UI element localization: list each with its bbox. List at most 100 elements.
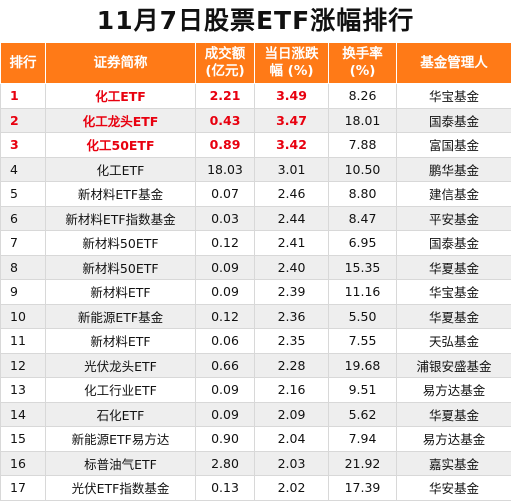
name-cell: 新材料ETF <box>46 329 196 354</box>
rank-cell: 6 <box>1 206 46 231</box>
turnover-rate-cell: 7.94 <box>329 427 397 452</box>
change-cell: 3.01 <box>255 157 329 182</box>
rank-cell: 2 <box>1 108 46 133</box>
name-cell: 新能源ETF基金 <box>46 304 196 329</box>
turnover-rate-cell: 19.68 <box>329 353 397 378</box>
header-turnover-rate: 换手率 (%) <box>329 43 397 84</box>
name-cell: 标普油气ETF <box>46 451 196 476</box>
turnover-rate-cell: 7.55 <box>329 329 397 354</box>
change-cell: 2.04 <box>255 427 329 452</box>
turnover-cell: 2.80 <box>196 451 255 476</box>
manager-cell: 平安基金 <box>397 206 511 231</box>
manager-cell: 华宝基金 <box>397 280 511 305</box>
rank-cell: 1 <box>1 84 46 109</box>
turnover-cell: 0.43 <box>196 108 255 133</box>
turnover-rate-cell: 6.95 <box>329 231 397 256</box>
change-cell: 2.16 <box>255 378 329 403</box>
header-turnover: 成交额 (亿元) <box>196 43 255 84</box>
rank-cell: 7 <box>1 231 46 256</box>
turnover-rate-cell: 5.62 <box>329 402 397 427</box>
turnover-cell: 0.89 <box>196 133 255 158</box>
rank-cell: 16 <box>1 451 46 476</box>
turnover-rate-cell: 15.35 <box>329 255 397 280</box>
change-cell: 2.39 <box>255 280 329 305</box>
manager-cell: 建信基金 <box>397 182 511 207</box>
header-manager: 基金管理人 <box>397 43 511 84</box>
turnover-rate-cell: 7.88 <box>329 133 397 158</box>
change-cell: 2.09 <box>255 402 329 427</box>
turnover-cell: 0.09 <box>196 402 255 427</box>
turnover-cell: 0.13 <box>196 476 255 501</box>
header-change: 当日涨跌 幅 (%) <box>255 43 329 84</box>
turnover-cell: 0.12 <box>196 304 255 329</box>
name-cell: 化工50ETF <box>46 133 196 158</box>
etf-ranking-page: 11月7日股票ETF涨幅排行 排行 证券简称 成交额 (亿元) 当日涨跌 幅 (… <box>0 0 511 484</box>
change-cell: 2.41 <box>255 231 329 256</box>
change-cell: 2.03 <box>255 451 329 476</box>
name-cell: 新材料ETF指数基金 <box>46 206 196 231</box>
turnover-cell: 0.66 <box>196 353 255 378</box>
turnover-rate-cell: 21.92 <box>329 451 397 476</box>
rank-cell: 14 <box>1 402 46 427</box>
name-cell: 新材料50ETF <box>46 255 196 280</box>
manager-cell: 华夏基金 <box>397 304 511 329</box>
change-cell: 2.44 <box>255 206 329 231</box>
turnover-rate-cell: 8.80 <box>329 182 397 207</box>
rank-cell: 15 <box>1 427 46 452</box>
rank-cell: 9 <box>1 280 46 305</box>
turnover-cell: 0.09 <box>196 255 255 280</box>
turnover-cell: 2.21 <box>196 84 255 109</box>
rank-cell: 8 <box>1 255 46 280</box>
page-title: 11月7日股票ETF涨幅排行 <box>0 0 511 42</box>
change-cell: 2.46 <box>255 182 329 207</box>
rank-cell: 3 <box>1 133 46 158</box>
header-change-line2: 幅 (%) <box>255 63 328 80</box>
header-change-line1: 当日涨跌 <box>255 46 328 63</box>
turnover-rate-cell: 18.01 <box>329 108 397 133</box>
turnover-rate-cell: 8.26 <box>329 84 397 109</box>
manager-cell: 鹏华基金 <box>397 157 511 182</box>
change-cell: 2.35 <box>255 329 329 354</box>
manager-cell: 华安基金 <box>397 476 511 501</box>
name-cell: 光伏龙头ETF <box>46 353 196 378</box>
name-cell: 光伏ETF指数基金 <box>46 476 196 501</box>
turnover-cell: 0.03 <box>196 206 255 231</box>
name-cell: 新材料ETF <box>46 280 196 305</box>
turnover-rate-cell: 17.39 <box>329 476 397 501</box>
name-cell: 化工ETF <box>46 84 196 109</box>
header-turnover-line2: (亿元) <box>196 63 254 80</box>
manager-cell: 富国基金 <box>397 133 511 158</box>
manager-cell: 嘉实基金 <box>397 451 511 476</box>
name-cell: 新材料ETF基金 <box>46 182 196 207</box>
turnover-rate-cell: 11.16 <box>329 280 397 305</box>
change-cell: 2.40 <box>255 255 329 280</box>
header-name: 证券简称 <box>46 43 196 84</box>
turnover-cell: 0.90 <box>196 427 255 452</box>
rank-cell: 13 <box>1 378 46 403</box>
name-cell: 石化ETF <box>46 402 196 427</box>
manager-cell: 天弘基金 <box>397 329 511 354</box>
name-cell: 化工ETF <box>46 157 196 182</box>
rank-cell: 10 <box>1 304 46 329</box>
rank-cell: 17 <box>1 476 46 501</box>
turnover-cell: 0.06 <box>196 329 255 354</box>
header-turnover-rate-line1: 换手率 <box>329 46 396 63</box>
rank-cell: 11 <box>1 329 46 354</box>
manager-cell: 国泰基金 <box>397 231 511 256</box>
manager-cell: 华夏基金 <box>397 402 511 427</box>
